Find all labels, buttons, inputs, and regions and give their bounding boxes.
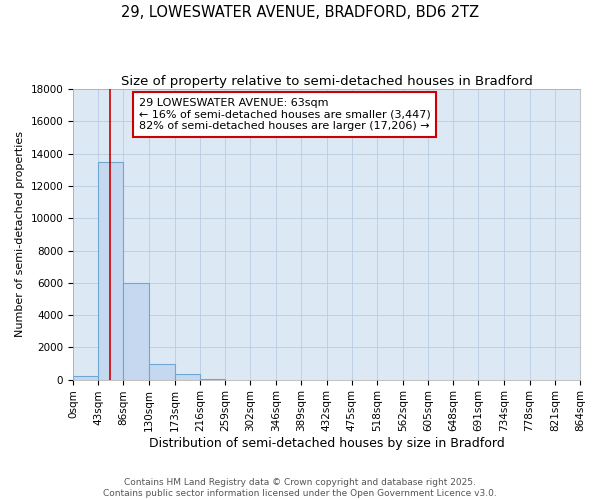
X-axis label: Distribution of semi-detached houses by size in Bradford: Distribution of semi-detached houses by …: [149, 437, 505, 450]
Bar: [124, 283, 149, 380]
Bar: [98, 162, 124, 380]
Bar: [149, 364, 175, 380]
Bar: [200, 379, 225, 380]
Text: Contains HM Land Registry data © Crown copyright and database right 2025.
Contai: Contains HM Land Registry data © Crown c…: [103, 478, 497, 498]
Title: Size of property relative to semi-detached houses in Bradford: Size of property relative to semi-detach…: [121, 75, 532, 88]
Text: 29 LOWESWATER AVENUE: 63sqm
← 16% of semi-detached houses are smaller (3,447)
82: 29 LOWESWATER AVENUE: 63sqm ← 16% of sem…: [139, 98, 431, 131]
Bar: [175, 374, 200, 380]
Bar: [73, 376, 98, 380]
Y-axis label: Number of semi-detached properties: Number of semi-detached properties: [15, 132, 25, 338]
Text: 29, LOWESWATER AVENUE, BRADFORD, BD6 2TZ: 29, LOWESWATER AVENUE, BRADFORD, BD6 2TZ: [121, 5, 479, 20]
